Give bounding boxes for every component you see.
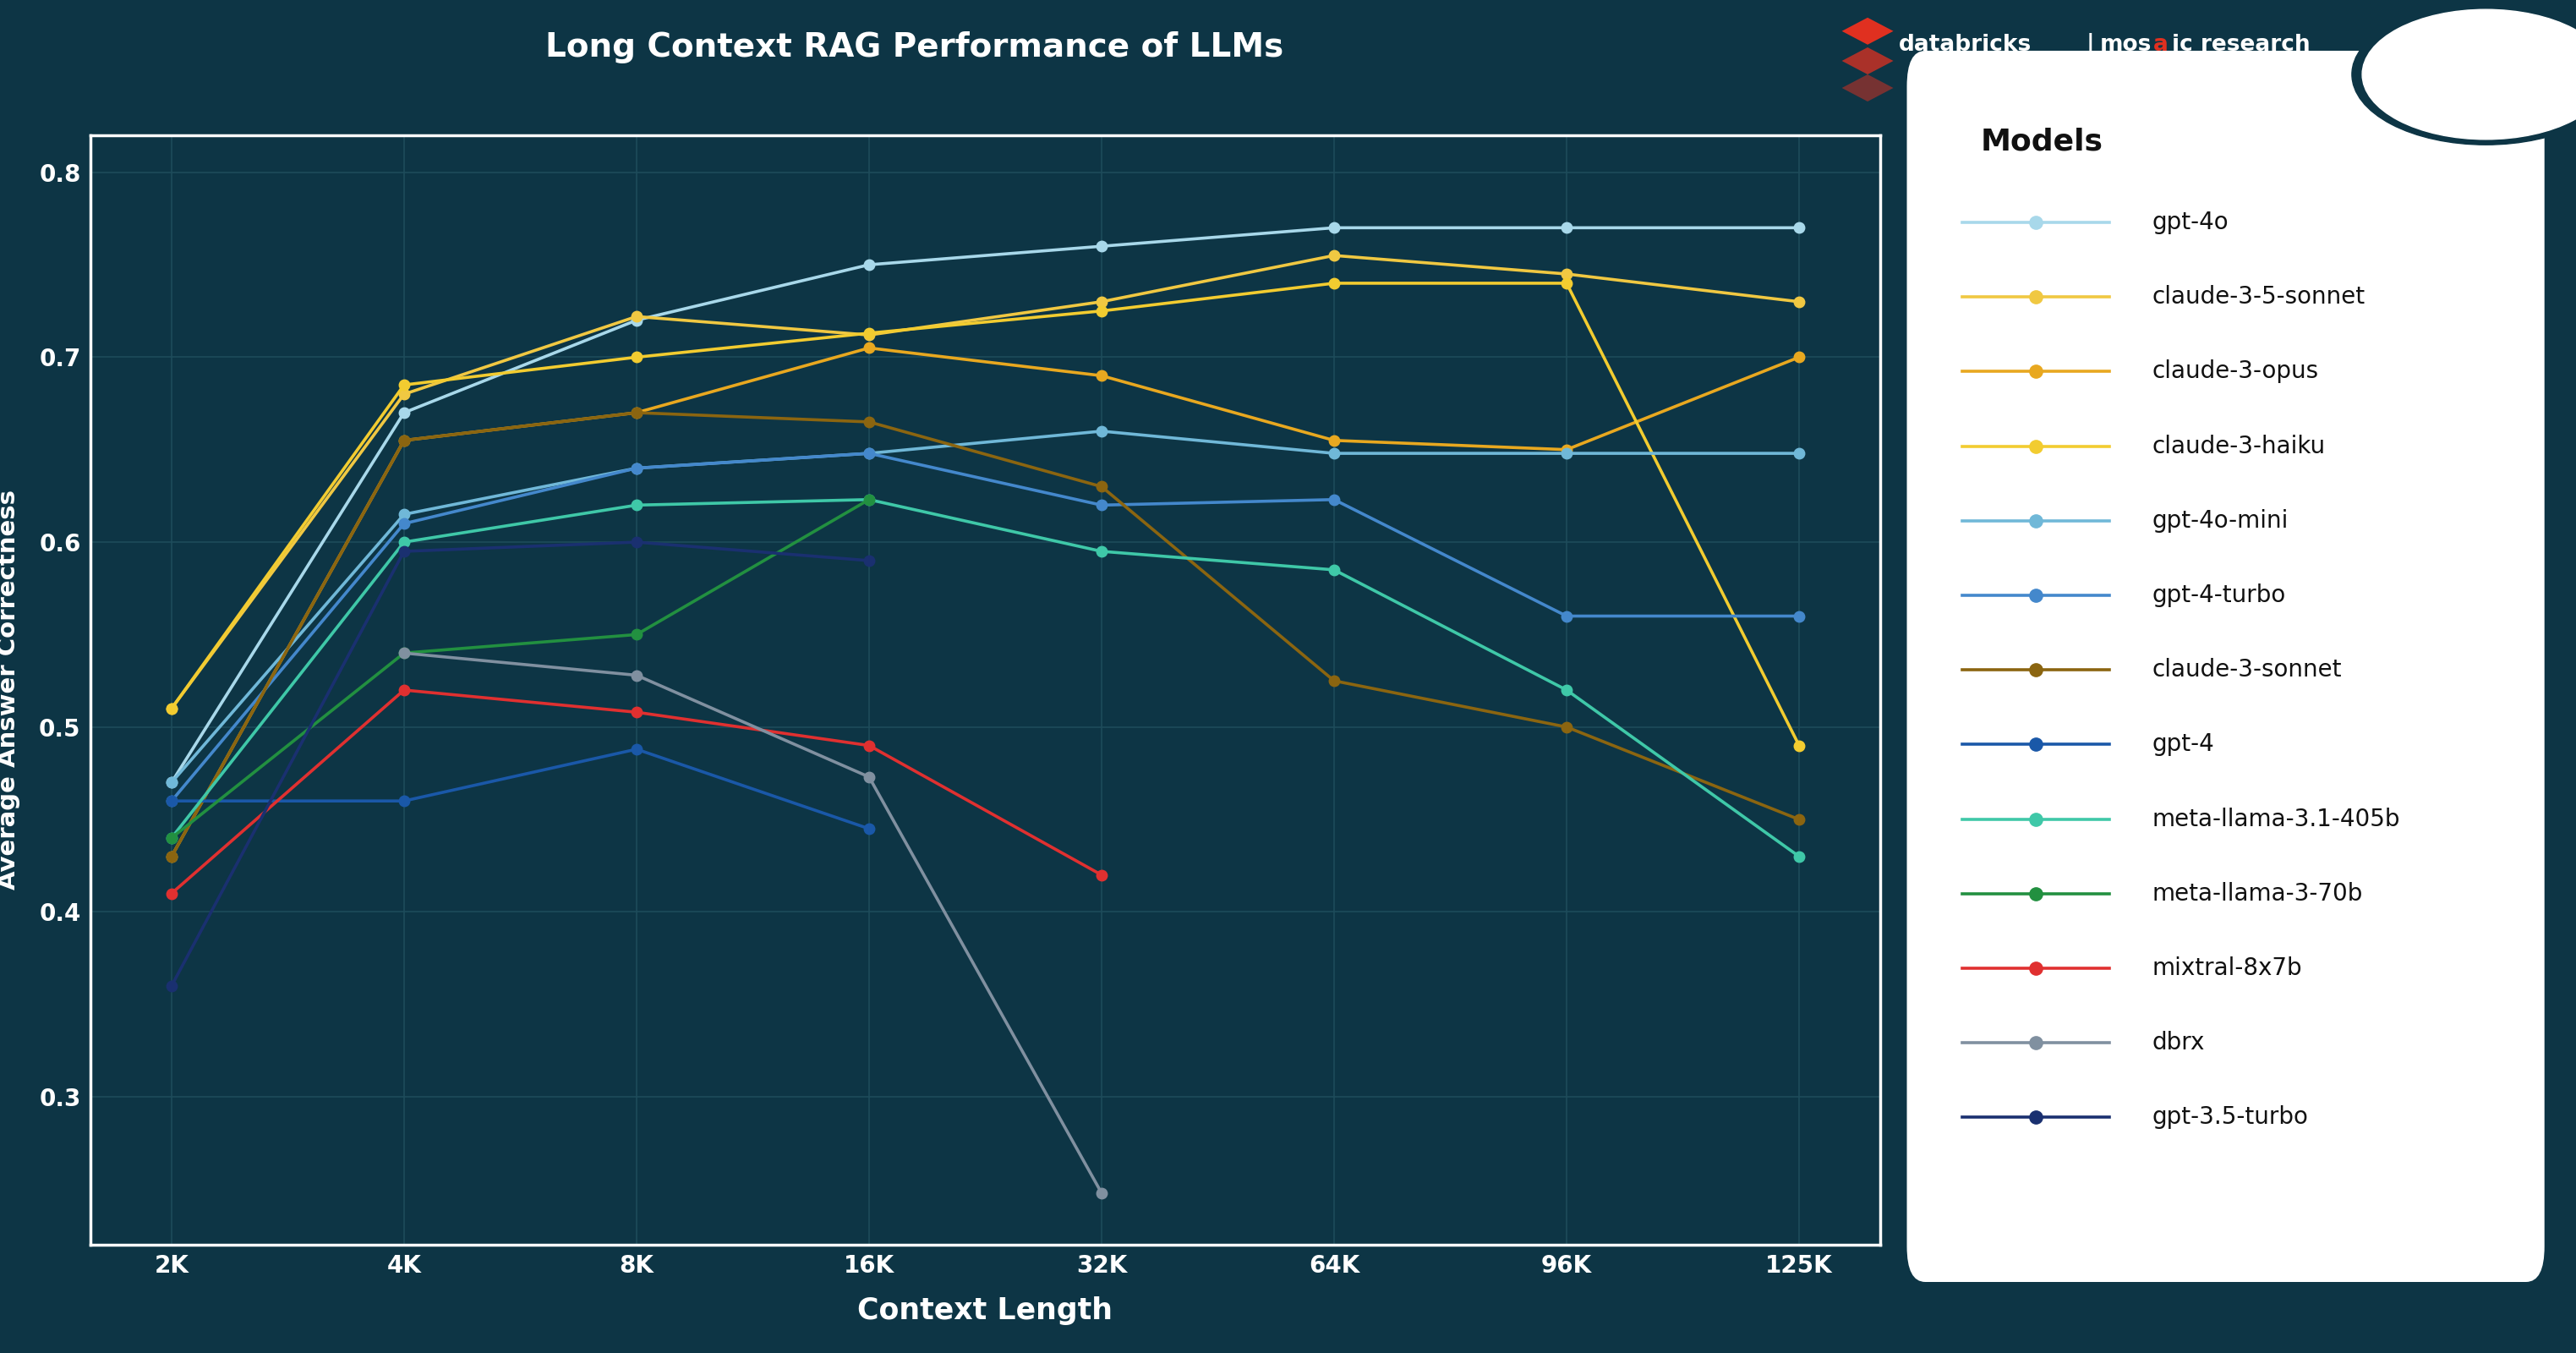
Text: Models: Models xyxy=(1981,127,2102,157)
Text: ic research: ic research xyxy=(2172,34,2311,55)
Text: meta-llama-3.1-405b: meta-llama-3.1-405b xyxy=(2151,808,2401,831)
Text: gpt-4o-mini: gpt-4o-mini xyxy=(2151,509,2287,533)
FancyBboxPatch shape xyxy=(1906,50,2545,1283)
Text: mixtral-8x7b: mixtral-8x7b xyxy=(2151,957,2303,980)
Text: |: | xyxy=(2087,34,2094,55)
Text: meta-llama-3-70b: meta-llama-3-70b xyxy=(2151,882,2362,905)
Text: databricks: databricks xyxy=(1899,34,2032,55)
Text: a: a xyxy=(2154,34,2169,55)
Text: dbrx: dbrx xyxy=(2151,1031,2205,1055)
X-axis label: Context Length: Context Length xyxy=(858,1296,1113,1326)
Text: gpt-4o: gpt-4o xyxy=(2151,211,2228,234)
Text: claude-3-haiku: claude-3-haiku xyxy=(2151,434,2326,457)
Text: gpt-4: gpt-4 xyxy=(2151,733,2215,756)
Text: gpt-4-turbo: gpt-4-turbo xyxy=(2151,583,2285,607)
Text: claude-3-sonnet: claude-3-sonnet xyxy=(2151,658,2342,682)
Text: claude-3-5-sonnet: claude-3-5-sonnet xyxy=(2151,285,2365,308)
Text: mos: mos xyxy=(2099,34,2151,55)
Y-axis label: Average Answer Correctness: Average Answer Correctness xyxy=(0,490,21,890)
Text: claude-3-opus: claude-3-opus xyxy=(2151,360,2318,383)
Text: gpt-3.5-turbo: gpt-3.5-turbo xyxy=(2151,1105,2308,1130)
Text: Long Context RAG Performance of LLMs: Long Context RAG Performance of LLMs xyxy=(546,31,1283,64)
